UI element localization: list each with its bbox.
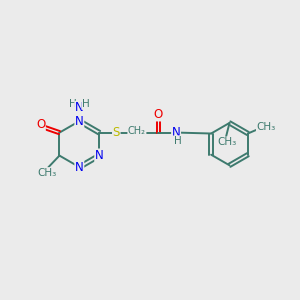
Text: N: N (75, 101, 84, 114)
Text: N: N (95, 149, 103, 162)
Text: H: H (174, 136, 182, 146)
Text: CH₂: CH₂ (128, 126, 146, 136)
Text: N: N (75, 115, 84, 128)
Text: N: N (75, 160, 84, 174)
Text: CH₃: CH₃ (217, 137, 236, 147)
Text: CH₃: CH₃ (256, 122, 276, 132)
Text: H: H (82, 99, 90, 110)
Text: CH₃: CH₃ (37, 168, 56, 178)
Text: O: O (36, 118, 45, 131)
Text: N: N (172, 126, 180, 139)
Text: H: H (69, 99, 77, 110)
Text: S: S (112, 126, 120, 139)
Text: O: O (154, 108, 163, 121)
